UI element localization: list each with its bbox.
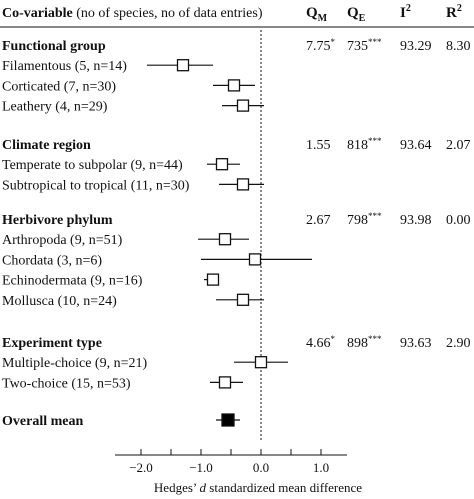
x-axis: −2.0 −1.0 0.0 1.0 — [115, 449, 347, 475]
stat-qm: 4.66* — [306, 334, 336, 351]
row-label: Arthropoda (9, n=51) — [2, 233, 123, 248]
row-point — [215, 158, 229, 171]
x-tick-label: −2.0 — [129, 460, 153, 475]
x-tick-label: −1.0 — [189, 460, 213, 475]
forest-rows: Functional group 7.75* 735*** 93.29 8.30 Fila… — [2, 37, 471, 429]
stat-r2: 2.90 — [446, 336, 471, 351]
stat-qe: 735*** — [347, 37, 382, 54]
row-label: Temperate to subpolar (9, n=44) — [2, 158, 183, 173]
row-label: Chordata (3, n=6) — [2, 253, 102, 268]
header-covariable: Co-variable (no of species, no of data e… — [2, 6, 263, 21]
overall-label: Overall mean — [2, 414, 83, 429]
row-label: Mollusca (10, n=24) — [2, 294, 117, 309]
x-tick-label: 1.0 — [313, 460, 329, 475]
x-tick-label: 0.0 — [253, 460, 269, 475]
group-title: Climate region — [2, 138, 91, 153]
row-point — [218, 376, 232, 389]
row-label: Filamentous (5, n=14) — [2, 59, 127, 74]
header-i2: I2 — [400, 3, 411, 21]
header-qe: QE — [347, 5, 366, 24]
stat-i2: 93.64 — [400, 138, 432, 153]
header-r2: R2 — [446, 3, 462, 21]
row-point — [236, 178, 250, 191]
row-label: Two-choice (15, n=53) — [2, 376, 131, 391]
x-axis-label: Hedges’ d standardized mean difference — [154, 480, 362, 495]
stat-qm: 2.67 — [306, 213, 331, 228]
stat-r2: 8.30 — [446, 39, 471, 54]
stat-i2: 93.63 — [400, 336, 432, 351]
row-point — [254, 356, 268, 369]
row-point — [227, 79, 241, 92]
group-title: Herbivore phylum — [2, 213, 113, 228]
stat-qe: 898*** — [347, 334, 382, 351]
row-point — [236, 293, 250, 306]
group-title: Experiment type — [2, 336, 102, 351]
row-label: Leathery (4, n=29) — [2, 100, 108, 115]
row-point — [206, 273, 220, 286]
row-label: Subtropical to tropical (11, n=30) — [2, 178, 190, 193]
overall-point — [221, 413, 235, 427]
row-label: Corticated (7, n=30) — [2, 79, 116, 94]
stat-i2: 93.29 — [400, 39, 432, 54]
row-point — [176, 59, 190, 72]
header-qm: QM — [306, 5, 328, 24]
stat-r2: 2.07 — [446, 138, 471, 153]
stat-qm: 7.75* — [306, 37, 336, 54]
row-point — [248, 253, 262, 266]
stat-i2: 93.98 — [400, 213, 432, 228]
stat-qm: 1.55 — [306, 138, 331, 153]
stat-qe: 798*** — [347, 211, 382, 228]
row-label: Multiple-choice (9, n=21) — [2, 356, 147, 371]
row-label: Echinodermata (9, n=16) — [2, 274, 143, 289]
stat-r2: 0.00 — [446, 213, 471, 228]
row-point — [218, 233, 232, 246]
group-title: Functional group — [2, 39, 106, 54]
row-point — [236, 99, 250, 112]
stat-qe: 818*** — [347, 136, 382, 153]
